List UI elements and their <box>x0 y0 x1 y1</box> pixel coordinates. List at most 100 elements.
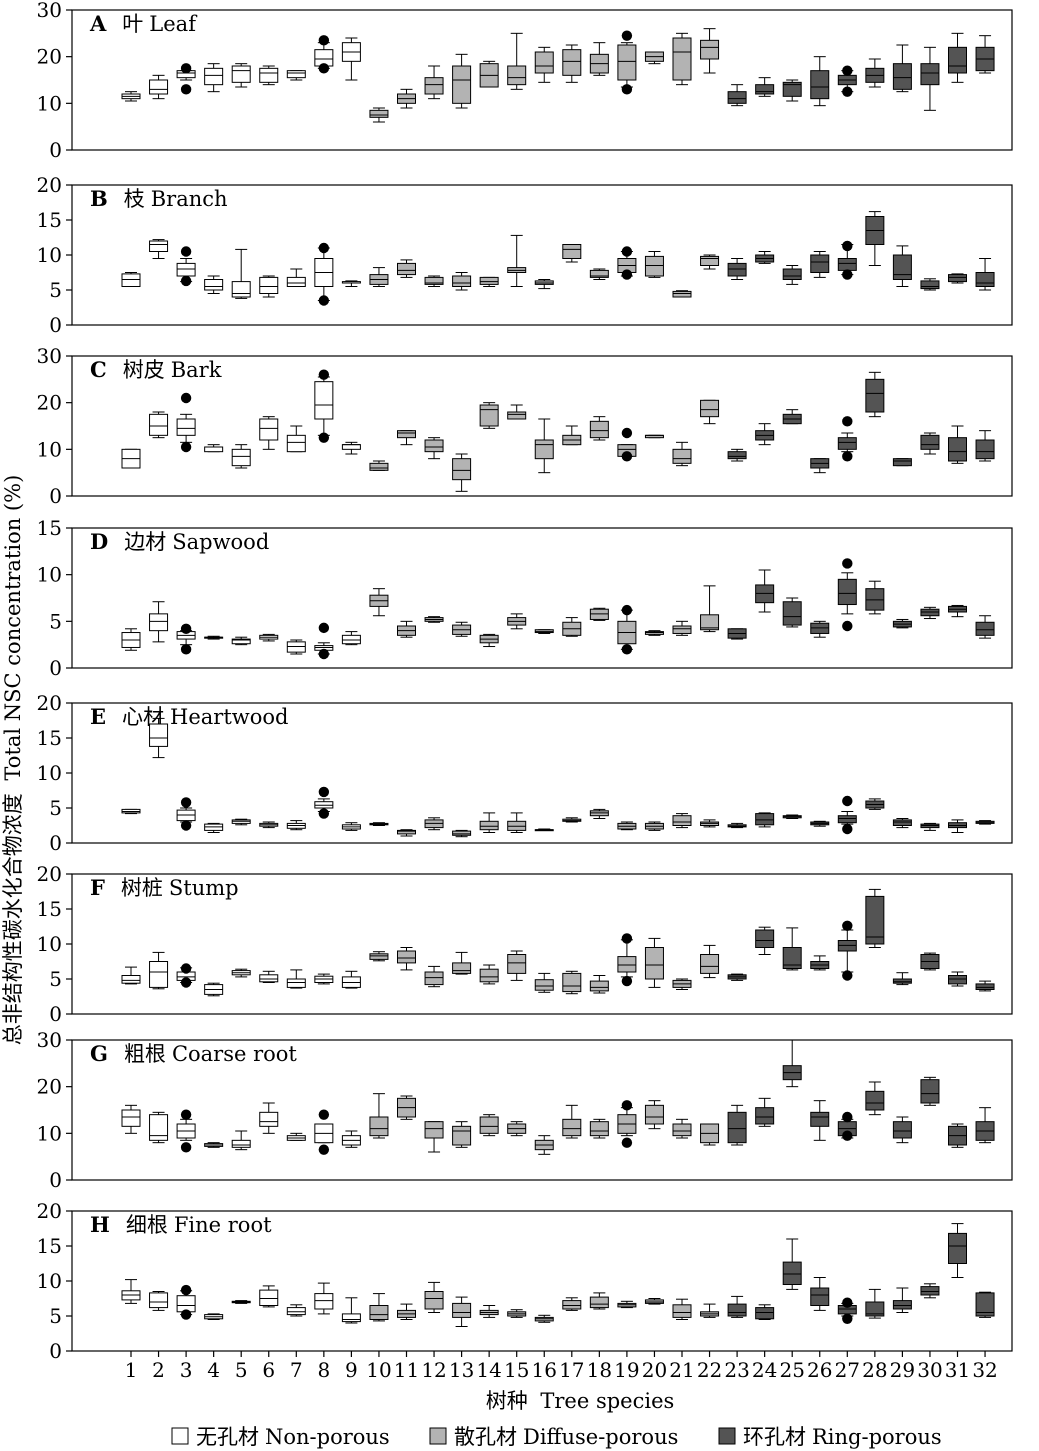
outlier-point <box>621 933 633 944</box>
x-tick-label: 3 <box>180 1358 193 1382</box>
box-species-21 <box>672 1298 692 1320</box>
box-species-22 <box>700 944 720 979</box>
y-tick-label: 5 <box>49 278 62 302</box>
box-iqr <box>452 1302 472 1318</box>
box-iqr <box>452 962 472 974</box>
box-species-4 <box>204 822 224 833</box>
x-tick-label: 4 <box>207 1358 220 1382</box>
box-species-17 <box>562 817 582 823</box>
box-species-14 <box>479 633 499 648</box>
box-species-29 <box>892 618 912 629</box>
box-iqr <box>837 258 857 271</box>
box-species-19 <box>617 42 637 88</box>
box-iqr <box>589 420 609 439</box>
box-iqr <box>259 1289 279 1306</box>
y-axis-label-en: Total NSC concentration (%) <box>1 475 25 781</box>
box-species-8 <box>314 1282 334 1315</box>
box-iqr <box>314 381 334 420</box>
outlier-point <box>621 1100 633 1111</box>
box-species-17 <box>562 1297 582 1311</box>
panel-name-en: Stump <box>169 876 239 900</box>
box-species-15 <box>507 32 527 90</box>
box-species-9 <box>341 37 361 81</box>
box-species-32 <box>975 980 995 992</box>
box-species-12 <box>424 817 444 831</box>
outlier-point <box>318 648 330 660</box>
box-species-28 <box>865 1288 885 1319</box>
legend: 无孔材 Non-porous 散孔材 Diffuse-porous 环孔材 Ring-po… <box>171 1425 942 1449</box>
box-species-9 <box>341 970 361 989</box>
box-species-16 <box>534 828 554 832</box>
panel-frame <box>71 1039 1013 1181</box>
box-species-26 <box>810 56 830 107</box>
box-species-21 <box>672 620 692 636</box>
box-species-29 <box>892 44 912 93</box>
y-tick-label: 15 <box>37 897 62 921</box>
outlier-point <box>842 1297 853 1308</box>
box-iqr <box>149 79 169 95</box>
legend-swatch <box>429 1427 447 1445</box>
x-axis-label-group: 树种 Tree species <box>486 1389 675 1413</box>
outlier-point <box>842 795 853 807</box>
y-tick-label: 0 <box>49 484 62 508</box>
x-tick-label: 14 <box>476 1358 501 1382</box>
outlier-point <box>180 797 192 808</box>
box-species-24 <box>755 423 775 446</box>
panel-name-cn: 粗根 <box>124 1042 166 1066</box>
box-species-26 <box>810 955 830 971</box>
box-species-25 <box>782 814 802 819</box>
box-iqr <box>204 279 224 291</box>
box-iqr <box>479 404 499 427</box>
box-species-6 <box>259 416 279 450</box>
box-iqr <box>948 274 967 283</box>
box-iqr <box>865 378 885 413</box>
box-iqr <box>617 44 637 81</box>
outlier-point <box>842 416 853 427</box>
box-species-9 <box>341 441 361 455</box>
box-iqr <box>149 961 169 988</box>
box-species-21 <box>672 1118 692 1139</box>
box-species-3 <box>176 413 196 443</box>
box-iqr <box>176 1295 196 1313</box>
box-species-30 <box>920 432 940 455</box>
box-species-14 <box>479 812 499 833</box>
box-iqr <box>424 276 444 285</box>
box-iqr <box>397 262 416 276</box>
x-tick-label: 31 <box>945 1358 970 1382</box>
legend-label-cn: 无孔材 <box>196 1425 259 1449</box>
outlier-point <box>180 644 192 655</box>
legend-label: 散孔材 Diffuse-porous <box>454 1425 678 1449</box>
panel-c: 0 10 20 30 C 树皮 Bark <box>37 344 1013 508</box>
x-tick-label: 8 <box>317 1358 330 1382</box>
x-tick-label: 13 <box>449 1358 474 1382</box>
box-iqr <box>727 1111 747 1144</box>
box-species-25 <box>782 265 802 285</box>
box-iqr <box>975 983 995 991</box>
panel-name-cn: 边材 <box>124 530 166 554</box>
box-species-23 <box>727 1295 747 1318</box>
box-species-21 <box>672 813 692 829</box>
box-iqr <box>149 1114 169 1141</box>
panel-name-cn: 细根 <box>126 1213 168 1237</box>
box-species-26 <box>810 620 830 638</box>
panel-b: 0 5 10 15 20 B 枝 Branch <box>37 173 1013 337</box>
box-iqr <box>562 972 582 993</box>
outlier-point <box>842 558 853 569</box>
box-iqr <box>727 91 747 104</box>
box-iqr <box>948 975 967 985</box>
box-iqr <box>948 1232 967 1265</box>
panel-title: G 粗根 Coarse root <box>90 1041 297 1066</box>
box-species-18 <box>589 1118 609 1139</box>
y-tick-label: 30 <box>37 0 62 22</box>
x-tick-label: 27 <box>835 1358 860 1382</box>
box-species-1 <box>121 448 141 469</box>
box-iqr <box>452 830 472 836</box>
outlier-point <box>318 369 330 380</box>
box-species-18 <box>589 42 609 76</box>
outlier-point <box>180 84 192 95</box>
box-iqr <box>452 275 472 287</box>
outlier-point <box>842 269 853 280</box>
outlier-point <box>318 35 330 46</box>
legend-label-en: Non-porous <box>265 1425 390 1449</box>
box-iqr <box>534 979 554 991</box>
